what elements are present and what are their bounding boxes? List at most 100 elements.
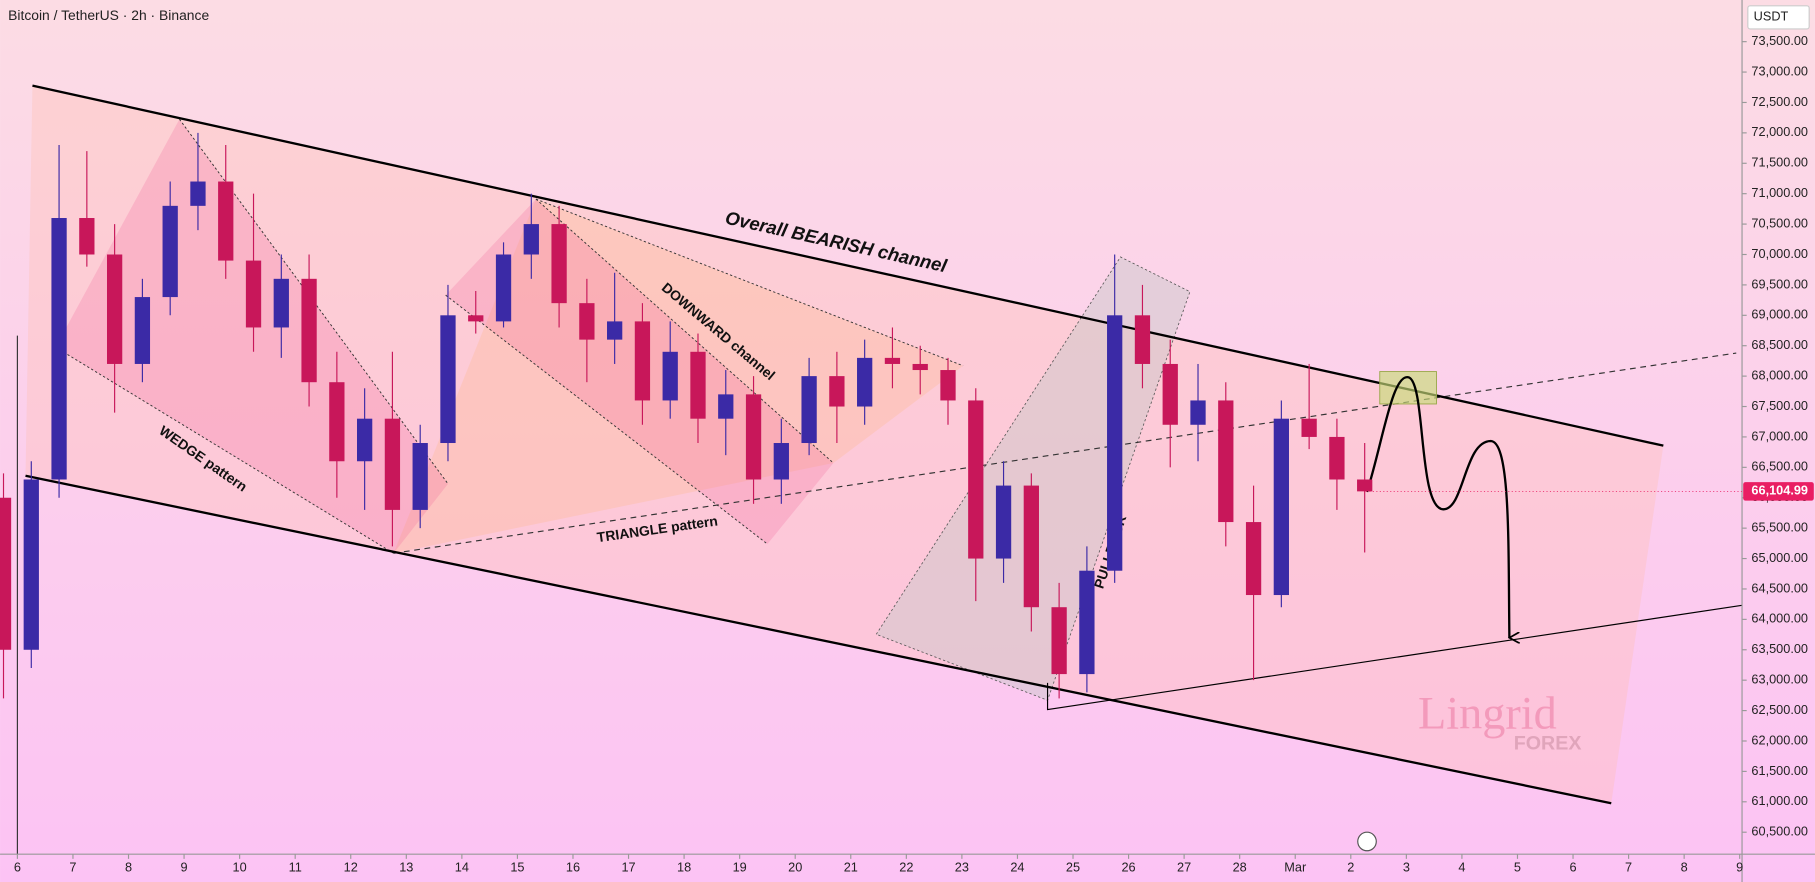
y-tick-label: 62,000.00 [1751,732,1808,747]
candle-body [412,443,428,510]
x-tick-label: 7 [69,859,76,874]
candle-body [79,218,95,255]
y-tick-label: 67,500.00 [1751,398,1808,413]
logo-text: Lingrid [1418,688,1557,739]
x-tick-label: 16 [566,859,580,874]
y-tick-label: 65,000.00 [1751,550,1808,565]
candle-body [579,303,595,340]
logo-subtext: FOREX [1514,732,1582,754]
candle-body [745,394,762,480]
candle-body [801,376,817,444]
x-tick-label: 25 [1066,859,1080,874]
candle-body [968,400,984,559]
y-tick-label: 73,000.00 [1751,63,1808,78]
x-tick-label: 3 [1403,859,1410,874]
y-tick-label: 65,500.00 [1751,520,1808,535]
icon[interactable] [1357,831,1377,852]
candle-body [884,357,901,364]
candle-body [690,351,706,419]
candle-body [1079,570,1095,675]
y-tick-label: 66,500.00 [1751,459,1808,474]
candle-body [218,181,234,261]
candle-body [1023,485,1039,608]
candle-body [1357,479,1373,492]
candle-body [551,224,567,304]
y-tick-label: 67,000.00 [1751,428,1808,443]
candle-body [1245,522,1262,596]
y-tick-label: 69,000.00 [1751,307,1808,322]
candle-body [356,418,373,462]
wedge-fill [55,119,448,554]
candle-body [190,181,206,206]
candle-body [1107,315,1123,571]
x-tick-label: 6 [1569,859,1576,874]
x-tick-label: 4 [1458,859,1465,874]
y-tick-label: 64,000.00 [1751,611,1808,626]
x-tick-label: 26 [1121,859,1135,874]
candles [0,132,1373,699]
x-tick-label: 10 [233,859,247,874]
y-tick-label: 73,500.00 [1751,33,1808,48]
x-tick-label: 11 [289,859,302,874]
candle-body [607,321,623,340]
candle-body [1329,436,1345,480]
candle-body [829,376,845,407]
x-tick-label: 8 [125,859,132,874]
y-tick-label: 70,000.00 [1751,246,1808,261]
x-tick-label: 22 [899,859,913,874]
candle-body [273,278,289,328]
y-tick-label: 68,500.00 [1751,337,1808,352]
x-tick-label: 17 [621,859,635,874]
y-tick-label: 63,000.00 [1751,672,1808,687]
triangle-line [393,352,1737,554]
candle-body [718,394,734,419]
x-tick-label: 23 [955,859,969,874]
x-tick-label: 5 [1514,859,1521,874]
dotted-lines [55,118,964,554]
y-tick-label: 63,500.00 [1751,641,1808,656]
candle-body [301,278,317,383]
candle-body [773,443,789,480]
last-price-label: 66,104.99 [1751,483,1808,498]
y-tick-label: 62,500.00 [1751,702,1808,717]
y-tick-label: 60,500.00 [1751,824,1808,839]
triangle-fill [393,199,964,554]
candle-body [23,479,39,650]
candle-body [384,418,401,510]
y-tick-label: 64,500.00 [1751,580,1808,595]
candle-body [1162,363,1178,425]
y-tick-label: 61,000.00 [1751,793,1808,808]
candle-body [0,497,12,650]
candle-body [995,485,1012,559]
candle-body [106,254,123,364]
axes: 60,500.00 61,000.00 61,500.00 62,000.00 62,5… [14,33,1814,874]
candle-body [912,363,928,371]
chart-title: Bitcoin / TetherUS · 2h · Binance [8,7,209,23]
x-tick-label: 8 [1681,859,1688,874]
x-tick-label: 12 [344,859,358,874]
candle-body [662,351,678,401]
candle-body [329,382,345,462]
candle-body [523,224,539,255]
candle-body [1134,315,1151,364]
candle-body [440,315,456,444]
y-tick-label: 71,500.00 [1751,155,1808,170]
candle-body [1301,418,1317,437]
x-tick-label: 24 [1010,859,1024,874]
x-tick-label: 2 [1347,859,1354,874]
x-tick-label: Mar [1284,859,1307,874]
x-tick-label: 15 [510,859,524,874]
y-tick-label: 61,500.00 [1751,763,1808,778]
x-tick-label: 20 [788,859,802,874]
y-tick-label: 71,000.00 [1751,185,1808,200]
x-tick-label: 6 [14,859,21,874]
x-tick-label: 21 [844,859,858,874]
candle-body [1273,418,1289,596]
candle-body [1218,400,1234,523]
candle-body [245,260,262,328]
candle-body [1190,400,1206,425]
candle-body [940,370,956,401]
currency-box[interactable] [1747,5,1810,30]
